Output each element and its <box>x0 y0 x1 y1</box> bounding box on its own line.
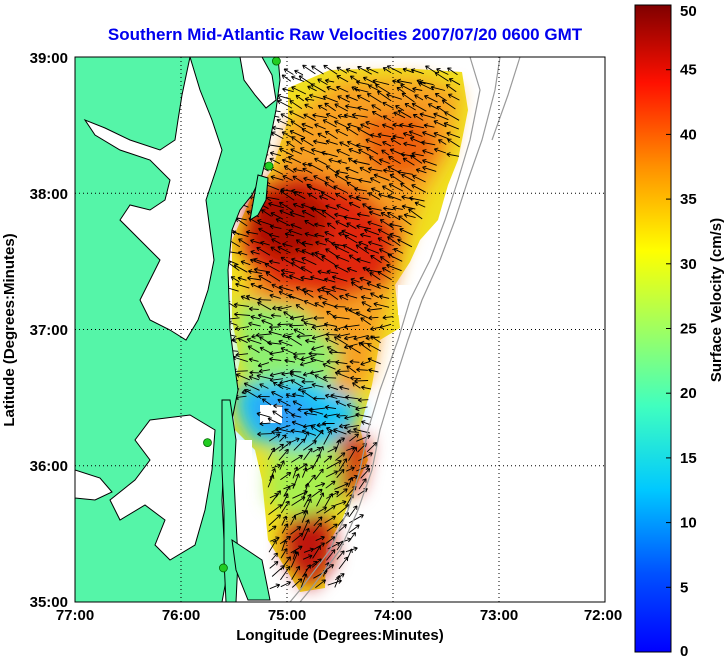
colorbar-gradient <box>634 4 672 653</box>
y-tick-label: 38:00 <box>30 186 68 203</box>
station-marker <box>203 438 212 447</box>
hf-radar-stations <box>203 57 281 573</box>
colorbar-tick-label: 10 <box>680 515 697 532</box>
colorbar-tick-label: 20 <box>680 385 697 402</box>
x-tick-label: 74:00 <box>374 607 412 624</box>
station-marker <box>272 57 281 66</box>
grid-lines <box>75 57 605 602</box>
x-tick-label: 72:00 <box>584 607 622 624</box>
x-tick-label: 73:00 <box>480 607 518 624</box>
plot-border <box>74 56 606 603</box>
colorbar-tick-label: 15 <box>680 450 697 467</box>
velocity-arrows <box>222 64 461 590</box>
x-tick-label: 76:00 <box>162 607 200 624</box>
colorbar-tick-label: 0 <box>680 643 688 659</box>
bathymetry-contours <box>289 57 521 602</box>
x-tick-label: 75:00 <box>268 607 306 624</box>
y-axis-ticks: 39:00 38:00 37:00 36:00 35:00 <box>30 50 68 611</box>
colorbar-tick-label: 50 <box>680 3 697 20</box>
chart-title: Southern Mid-Atlantic Raw Velocities 200… <box>108 25 583 44</box>
colorbar-label: Surface Velocity (cm/s) <box>708 218 724 382</box>
colorbar: 0 5 10 15 20 25 30 35 40 45 50 Surface Velocity (c… <box>634 3 724 660</box>
colorbar-tick-label: 35 <box>680 191 697 208</box>
y-tick-label: 37:00 <box>30 322 68 339</box>
colorbar-tick-label: 25 <box>680 321 697 338</box>
velocity-vector <box>222 64 461 590</box>
x-axis-label: Longitude (Degrees:Minutes) <box>236 627 444 644</box>
y-tick-label: 36:00 <box>30 458 68 475</box>
y-axis-label: Latitude (Degrees:Minutes) <box>1 233 18 426</box>
station-marker <box>218 563 228 573</box>
x-tick-label: 77:00 <box>56 607 94 624</box>
land <box>75 57 281 602</box>
station-marker <box>264 161 274 171</box>
colorbar-tick-label: 40 <box>680 126 697 143</box>
x-axis-ticks: 77:00 76:00 75:00 74:00 73:00 72:00 <box>56 607 622 624</box>
y-tick-label: 39:00 <box>30 50 68 67</box>
y-tick-label: 35:00 <box>30 594 68 611</box>
colorbar-tick-label: 30 <box>680 256 697 273</box>
colorbar-ticks: 0 5 10 15 20 25 30 35 40 45 50 <box>666 3 697 660</box>
colorbar-tick-label: 45 <box>680 62 697 79</box>
colorbar-tick-label: 5 <box>680 579 688 596</box>
